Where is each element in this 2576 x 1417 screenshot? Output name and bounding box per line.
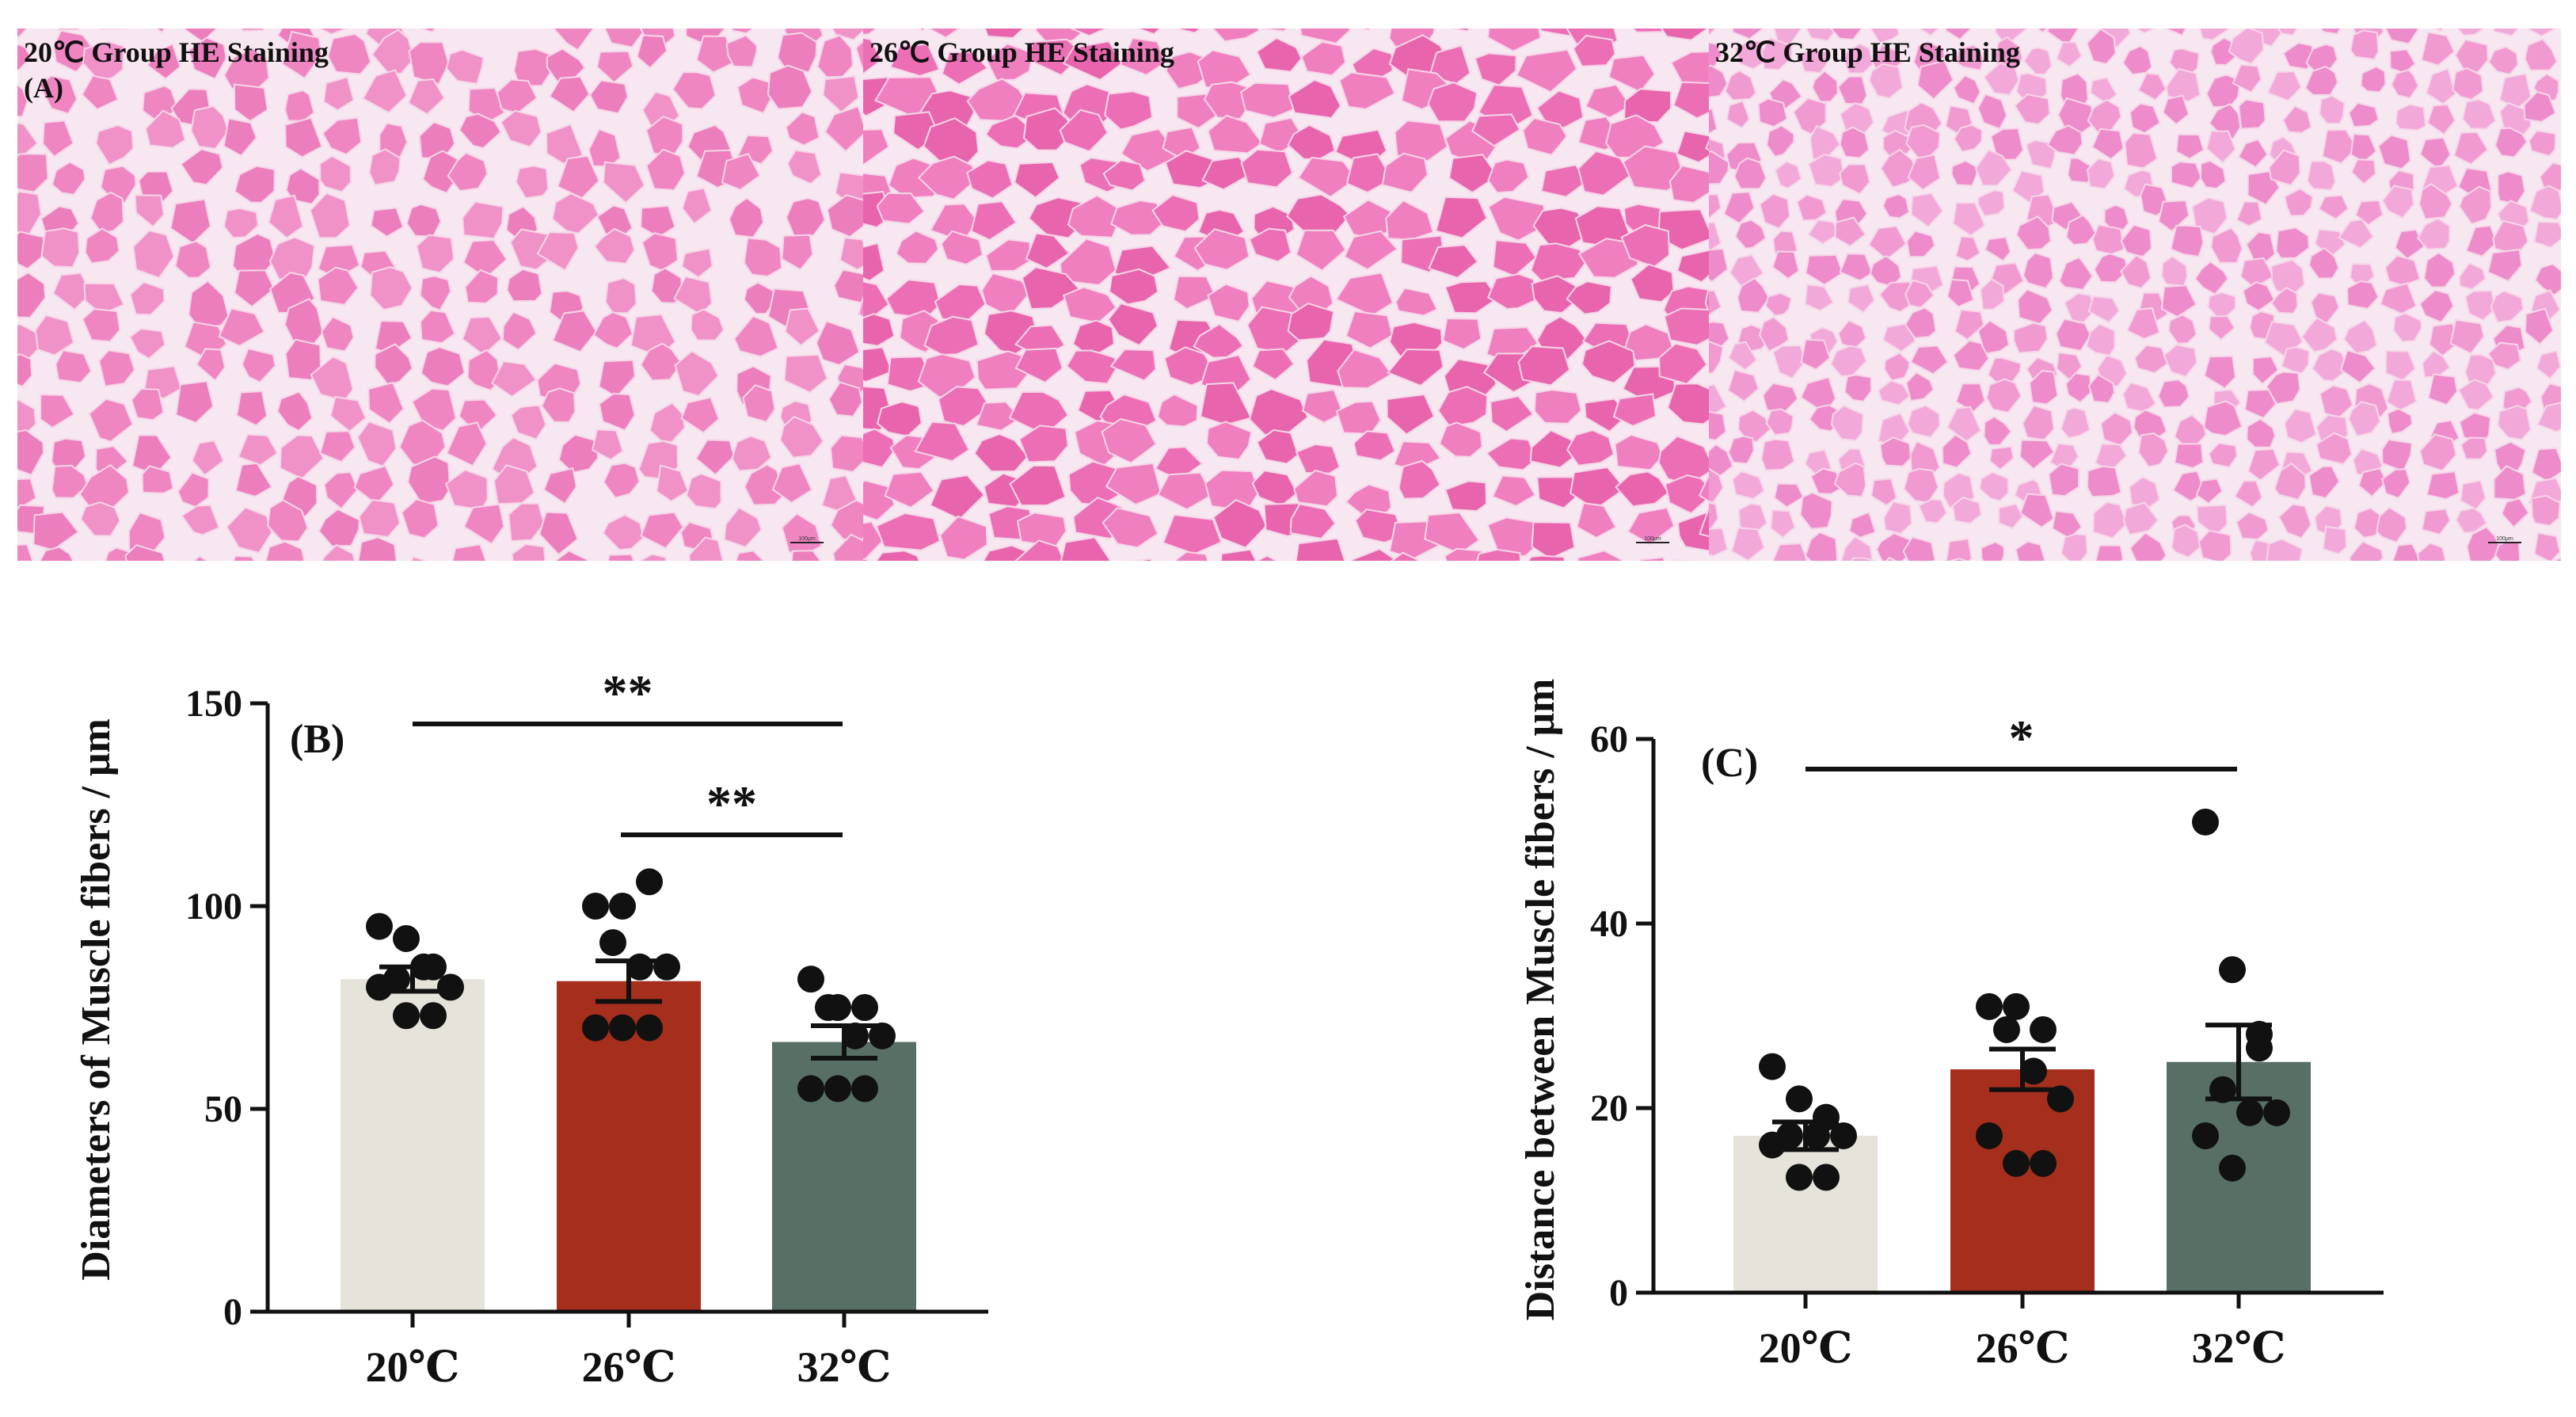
data-point	[636, 868, 663, 896]
significance-label: **	[706, 775, 757, 832]
data-point	[2030, 1149, 2057, 1177]
data-point	[393, 924, 420, 952]
chart-panel-label: (B)	[290, 717, 344, 762]
y-tick-label: 60	[1590, 718, 1628, 760]
data-point	[410, 953, 437, 981]
data-point	[2047, 1085, 2074, 1113]
data-point	[2263, 1099, 2290, 1126]
data-point	[1813, 1164, 1840, 1191]
x-tick-label: 20℃	[1759, 1324, 1853, 1372]
data-point	[2209, 1076, 2236, 1103]
significance-label: **	[603, 665, 653, 721]
panel-title-20: 20℃ Group HE Staining	[24, 36, 329, 68]
x-tick-label: 20℃	[366, 1343, 460, 1391]
data-point	[1786, 1085, 1813, 1113]
data-point	[420, 1002, 447, 1030]
significance-label: *	[2009, 710, 2034, 766]
data-point	[851, 1075, 878, 1103]
data-point	[842, 1022, 869, 1049]
data-point	[1803, 1122, 1830, 1149]
data-point	[2003, 1149, 2030, 1177]
data-point	[636, 1014, 663, 1042]
data-point	[2219, 1154, 2246, 1182]
x-tick-label: 32℃	[797, 1343, 892, 1391]
data-point	[1759, 1131, 1786, 1159]
bar-20℃	[1733, 1135, 1878, 1293]
data-point	[2003, 992, 2030, 1020]
data-point	[393, 1002, 420, 1030]
data-point	[653, 953, 680, 981]
data-point	[797, 1075, 824, 1103]
data-point	[582, 893, 609, 920]
bar-20℃	[341, 979, 485, 1312]
data-point	[2236, 1099, 2263, 1126]
y-tick-label: 150	[185, 683, 242, 725]
data-point	[869, 1022, 896, 1049]
x-tick-label: 26℃	[582, 1343, 676, 1391]
y-tick-label: 20	[1590, 1088, 1628, 1129]
data-point	[582, 1014, 609, 1042]
histology-panel-20: 20℃ Group HE Staining (A) 100μm	[17, 29, 863, 561]
histology-panel-32: 32℃ Group HE Staining 100μm	[1709, 29, 2561, 561]
data-point	[824, 1075, 851, 1103]
tissue-image-26	[863, 29, 1709, 561]
data-point	[599, 929, 626, 957]
scale-bar-text-20: 100μm	[798, 536, 816, 542]
data-point	[609, 893, 636, 920]
data-point	[1830, 1122, 1857, 1149]
scale-bar-32: 100μm	[2488, 536, 2521, 543]
data-point	[851, 994, 878, 1021]
data-point	[1786, 1164, 1813, 1191]
panel-title-32: 32℃ Group HE Staining	[1715, 36, 2020, 68]
tissue-image-20	[17, 29, 863, 561]
y-tick-label: 100	[185, 886, 242, 928]
data-point	[437, 973, 464, 1001]
y-tick-label: 40	[1590, 903, 1628, 945]
y-axis-label: Distance between Muscle fibers / μm	[1518, 679, 1563, 1321]
scale-bar-text-32: 100μm	[2496, 536, 2513, 542]
scale-bar-20: 100μm	[790, 536, 824, 543]
scale-bar-26: 100μm	[1636, 536, 1669, 543]
scale-bar-text-26: 100μm	[1644, 536, 1661, 542]
data-point	[1976, 1122, 2003, 1149]
data-point	[2020, 1057, 2047, 1085]
data-point	[2192, 1122, 2219, 1149]
data-point	[1993, 1015, 2020, 1043]
y-tick-label: 0	[1609, 1272, 1628, 1314]
y-axis-label: Diameters of Muscle fibers / μm	[74, 718, 119, 1281]
data-point	[2246, 1020, 2273, 1048]
data-point	[815, 994, 842, 1021]
data-point	[626, 953, 653, 981]
chart-c: 0 20 40 60 20℃ 26℃ 32℃ * (C) Distance between Mus…	[1518, 679, 2384, 1372]
histology-panel-26: 26℃ Group HE Staining 100μm	[863, 29, 1709, 561]
data-point	[2192, 808, 2219, 836]
panel-label-a: (A)	[24, 72, 63, 104]
data-point	[1976, 992, 2003, 1020]
x-tick-label: 32℃	[2192, 1324, 2286, 1372]
panel-title-26: 26℃ Group HE Staining	[869, 36, 1174, 68]
tissue-image-32	[1709, 29, 2561, 561]
chart-b: 0 50 100 150 20℃ 26℃ 32℃ ** ** (B) Diameters of Mu…	[74, 665, 988, 1391]
data-point	[797, 966, 824, 993]
data-point	[366, 912, 393, 940]
data-point	[609, 1014, 636, 1042]
data-point	[2030, 1015, 2057, 1043]
chart-panel-label: (C)	[1701, 741, 1758, 786]
data-point	[366, 973, 393, 1001]
x-tick-label: 26℃	[1976, 1324, 2070, 1372]
y-tick-label: 0	[223, 1291, 242, 1333]
data-point	[1759, 1053, 1786, 1080]
y-tick-label: 50	[204, 1088, 242, 1130]
data-point	[2219, 956, 2246, 984]
